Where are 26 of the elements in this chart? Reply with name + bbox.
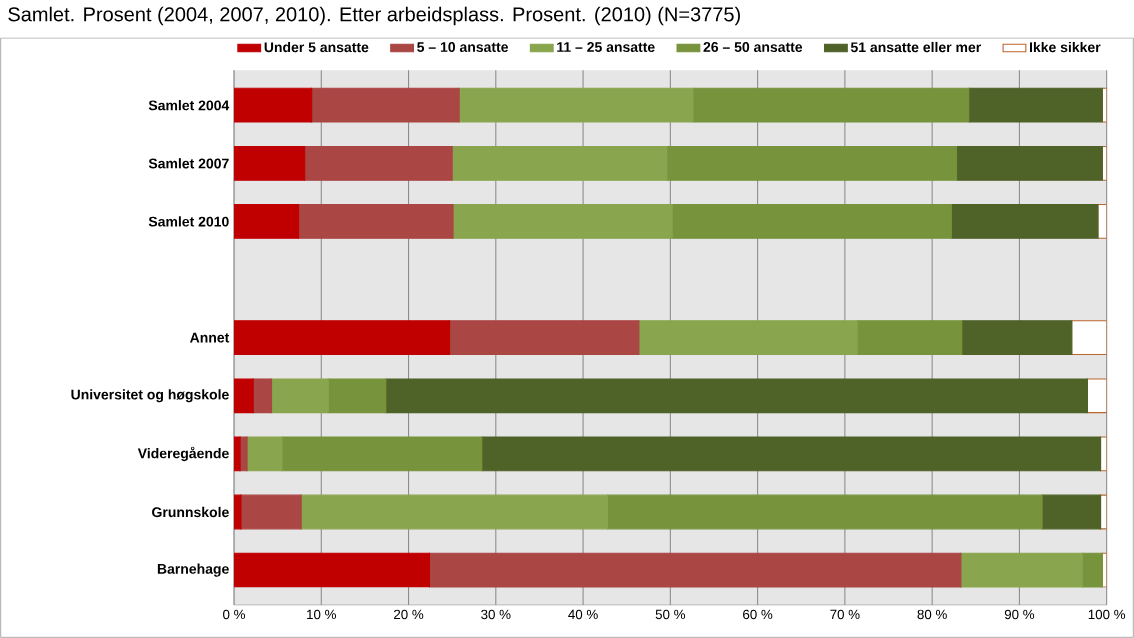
legend-label: 5 – 10 ansatte bbox=[417, 42, 509, 52]
x-tick-label: 70 % bbox=[830, 609, 860, 620]
legend-label: 26 – 50 ansatte bbox=[703, 42, 803, 52]
legend-label: Under 5 ansatte bbox=[264, 41, 369, 53]
x-tick-label: 40 % bbox=[568, 609, 598, 620]
x-tick-label: 10 % bbox=[307, 609, 336, 620]
legend-label: Ikke sikker bbox=[1029, 41, 1101, 53]
x-tick-label: 60 % bbox=[743, 609, 773, 620]
y-tick-label: Samlet 2010 bbox=[148, 216, 229, 227]
x-tick-label: 0 % bbox=[223, 609, 246, 620]
y-tick-label: Annet bbox=[189, 332, 230, 343]
y-tick-label: Grunnskole bbox=[152, 506, 229, 518]
x-tick-label: 90 % bbox=[1004, 609, 1035, 620]
x-tick-label: 50 % bbox=[655, 609, 686, 620]
legend-label: 51 ansatte eller mer bbox=[850, 41, 981, 53]
y-tick-label: Universitet og høgskole bbox=[71, 389, 229, 403]
y-tick-label: Samlet 2007 bbox=[148, 158, 229, 169]
x-tick-label: 80 % bbox=[917, 609, 947, 620]
chart-title: Samlet. Prosent (2004, 2007, 2010). Etter arbeidsplass. Prosent. (2010) (N=3775) bbox=[8, 6, 740, 26]
x-tick-label: 30 % bbox=[481, 609, 511, 620]
x-tick-label: 100 % bbox=[1088, 609, 1126, 620]
y-tick-label: Barnehage bbox=[157, 563, 229, 577]
x-tick-label: 20 % bbox=[394, 609, 424, 620]
y-tick-label: Samlet 2004 bbox=[148, 100, 230, 111]
legend-label: 11 – 25 ansatte bbox=[557, 42, 655, 52]
y-tick-label: Videregående bbox=[137, 446, 229, 462]
